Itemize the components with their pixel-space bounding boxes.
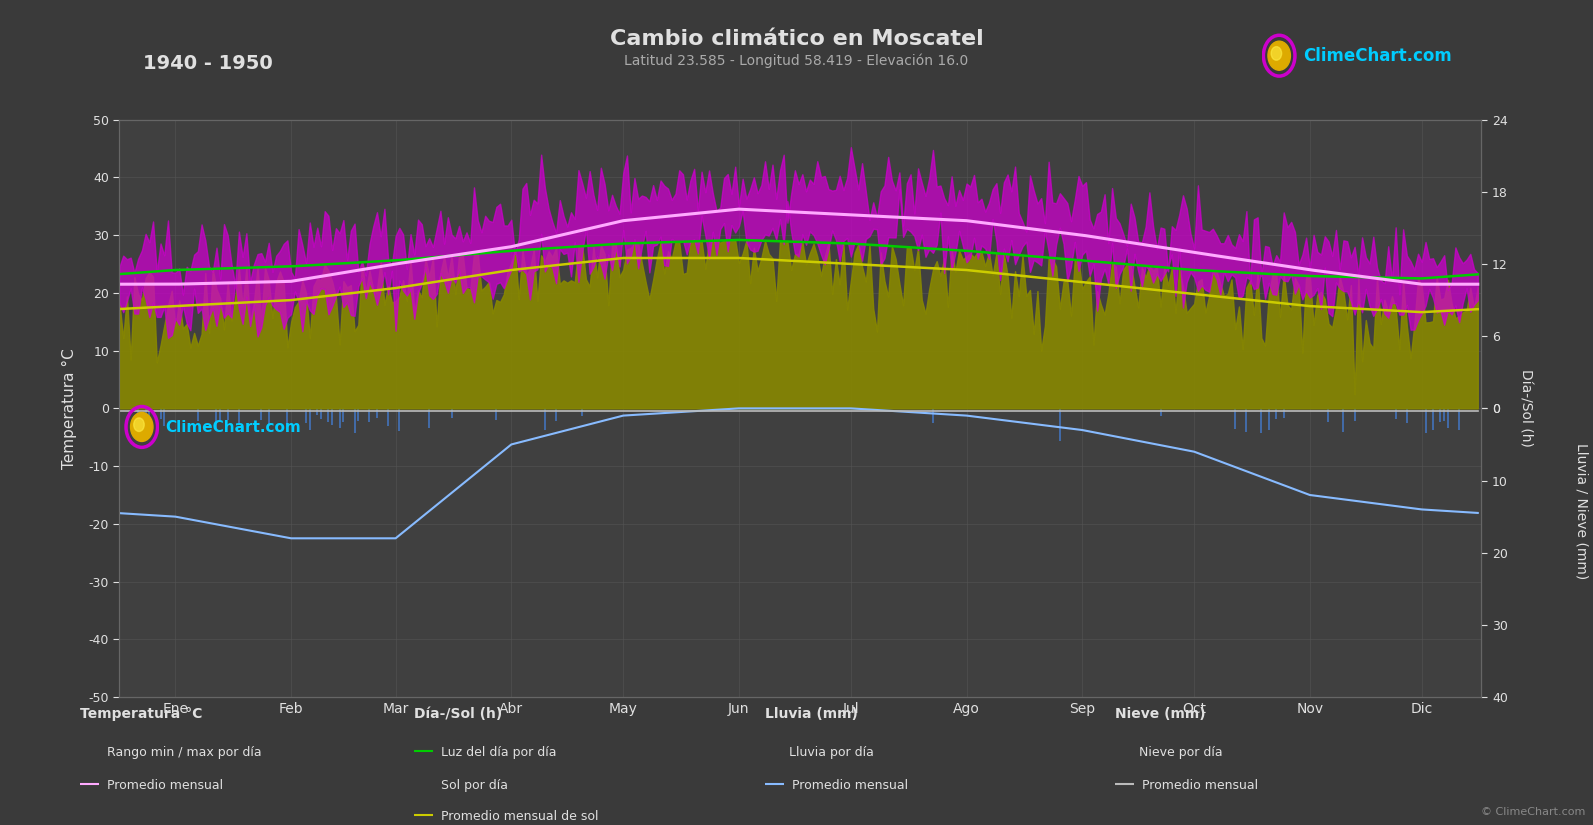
Text: Promedio mensual: Promedio mensual bbox=[1142, 779, 1258, 792]
Text: Día-/Sol (h): Día-/Sol (h) bbox=[414, 707, 502, 720]
Text: Promedio mensual: Promedio mensual bbox=[792, 779, 908, 792]
Circle shape bbox=[1268, 41, 1290, 70]
Text: Temperatura °C: Temperatura °C bbox=[80, 707, 202, 720]
Y-axis label: Temperatura °C: Temperatura °C bbox=[62, 348, 78, 469]
Text: Latitud 23.585 - Longitud 58.419 - Elevación 16.0: Latitud 23.585 - Longitud 58.419 - Eleva… bbox=[624, 54, 969, 68]
Text: Nieve (mm): Nieve (mm) bbox=[1115, 707, 1206, 720]
Y-axis label: Día-/Sol (h): Día-/Sol (h) bbox=[1518, 370, 1532, 447]
Circle shape bbox=[131, 412, 153, 441]
Text: Promedio mensual de sol: Promedio mensual de sol bbox=[441, 810, 599, 823]
Text: Promedio mensual: Promedio mensual bbox=[107, 779, 223, 792]
Text: 1940 - 1950: 1940 - 1950 bbox=[143, 54, 272, 73]
Text: ClimeChart.com: ClimeChart.com bbox=[166, 420, 301, 435]
Text: Lluvia / Nieve (mm): Lluvia / Nieve (mm) bbox=[1575, 443, 1588, 580]
Text: ClimeChart.com: ClimeChart.com bbox=[1303, 47, 1451, 65]
Text: © ClimeChart.com: © ClimeChart.com bbox=[1481, 807, 1587, 817]
Text: Nieve por día: Nieve por día bbox=[1139, 746, 1222, 759]
Circle shape bbox=[1271, 46, 1282, 60]
Text: Lluvia (mm): Lluvia (mm) bbox=[765, 707, 857, 720]
Text: Lluvia por día: Lluvia por día bbox=[789, 746, 873, 759]
Text: Cambio climático en Moscatel: Cambio climático en Moscatel bbox=[610, 29, 983, 49]
Text: Rango min / max por día: Rango min / max por día bbox=[107, 746, 261, 759]
Text: Sol por día: Sol por día bbox=[441, 779, 508, 792]
Text: Luz del día por día: Luz del día por día bbox=[441, 746, 558, 759]
Circle shape bbox=[134, 417, 145, 431]
